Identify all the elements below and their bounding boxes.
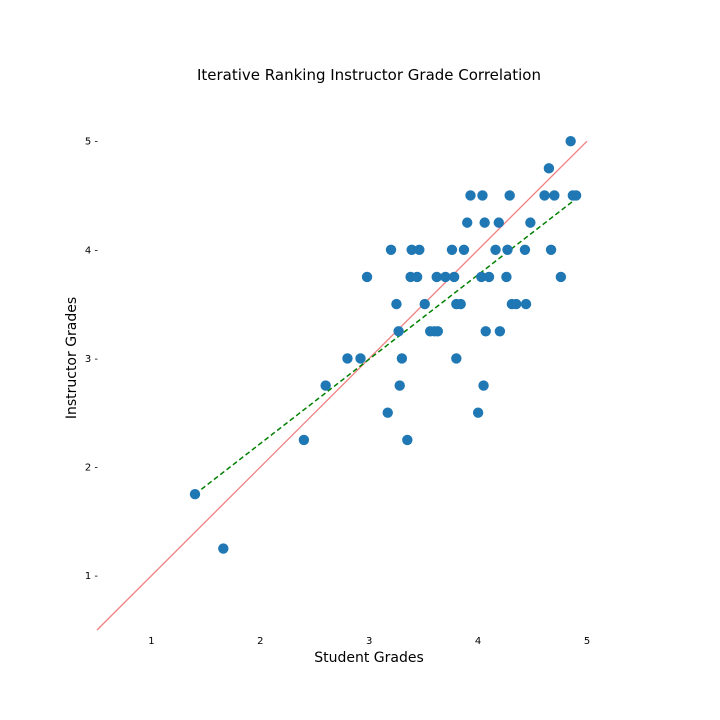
x-axis-ticks: 1 2 3 4 5 xyxy=(148,636,590,647)
data-point xyxy=(519,244,531,255)
data-point xyxy=(511,298,522,310)
chart-title: Iterative Ranking Instructor Grade Corre… xyxy=(197,66,541,84)
data-point xyxy=(555,271,567,283)
data-point xyxy=(414,244,425,255)
data-point xyxy=(462,217,473,228)
data-point xyxy=(320,380,331,391)
data-point xyxy=(479,217,490,228)
data-point xyxy=(406,244,417,255)
x-axis-label: Student Grades xyxy=(314,650,424,666)
data-point xyxy=(501,271,512,283)
data-point xyxy=(394,380,405,391)
data-point xyxy=(493,217,504,228)
x-tick-label: 4 xyxy=(475,636,481,647)
data-point xyxy=(565,135,576,147)
data-point xyxy=(549,190,560,201)
data-point xyxy=(455,298,466,310)
data-point xyxy=(490,244,501,255)
data-points xyxy=(189,135,582,554)
data-point xyxy=(483,271,495,283)
data-point xyxy=(402,434,413,446)
data-point xyxy=(539,190,550,201)
fit-line xyxy=(194,198,577,495)
data-point xyxy=(419,298,430,310)
data-point xyxy=(525,217,536,228)
data-point xyxy=(480,326,491,337)
data-point xyxy=(451,353,462,364)
data-point xyxy=(504,190,515,201)
data-point xyxy=(440,271,451,283)
data-point xyxy=(385,244,397,255)
data-point xyxy=(570,190,582,201)
x-tick-label: 5 xyxy=(584,636,590,647)
data-point xyxy=(478,380,489,391)
data-point xyxy=(432,326,444,337)
reference-lines xyxy=(96,140,588,631)
data-point xyxy=(502,244,513,255)
data-point xyxy=(393,326,404,337)
x-tick-label: 2 xyxy=(257,636,263,647)
data-point xyxy=(458,244,470,255)
data-point xyxy=(494,326,506,337)
data-point xyxy=(355,353,366,364)
y-axis-ticks: 1 - 2 - 3 - 4 - 5 - xyxy=(85,137,99,583)
data-point xyxy=(382,407,393,418)
x-tick-label: 3 xyxy=(366,636,372,647)
identity-line xyxy=(96,140,588,631)
y-axis-label: Instructor Grades xyxy=(64,297,80,419)
data-point xyxy=(396,353,408,364)
y-tick-label: 1 - xyxy=(85,571,99,582)
y-tick-label: 5 - xyxy=(85,137,99,148)
y-tick-label: 3 - xyxy=(85,354,99,365)
data-point xyxy=(545,244,557,255)
x-tick-label: 1 xyxy=(148,636,154,647)
data-point xyxy=(446,244,458,255)
data-point xyxy=(411,271,423,283)
y-tick-label: 4 - xyxy=(85,245,99,256)
data-point xyxy=(465,190,476,201)
data-point xyxy=(361,271,373,283)
data-point xyxy=(448,271,460,283)
data-point xyxy=(391,298,402,310)
data-point xyxy=(189,489,201,500)
data-point xyxy=(472,407,484,418)
data-point xyxy=(298,434,310,446)
data-point xyxy=(218,543,229,554)
y-tick-label: 2 - xyxy=(85,463,99,474)
data-point xyxy=(476,271,487,283)
data-point xyxy=(543,163,555,174)
data-point xyxy=(431,271,442,283)
data-point xyxy=(520,298,532,310)
data-point xyxy=(342,353,353,364)
data-point xyxy=(477,190,488,201)
